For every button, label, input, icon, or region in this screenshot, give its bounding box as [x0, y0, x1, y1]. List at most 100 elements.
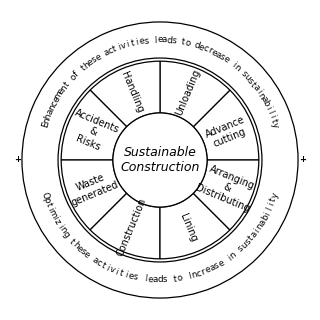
Text: z: z: [52, 218, 62, 226]
Text: a: a: [102, 47, 111, 58]
Text: s: s: [171, 36, 177, 45]
Text: m: m: [47, 208, 59, 219]
Text: t: t: [112, 44, 118, 54]
Text: f: f: [72, 70, 81, 78]
Text: h: h: [43, 112, 53, 120]
Text: s: s: [236, 244, 245, 253]
Text: a: a: [152, 275, 158, 284]
Text: i: i: [253, 227, 262, 234]
Text: d: d: [157, 276, 163, 284]
Text: e: e: [157, 36, 163, 44]
Text: s: s: [245, 76, 255, 85]
Circle shape: [113, 113, 207, 207]
Text: s: s: [143, 36, 149, 45]
Text: t: t: [44, 201, 53, 208]
Text: t: t: [68, 237, 76, 246]
Text: i: i: [267, 113, 276, 119]
Text: c: c: [107, 45, 115, 56]
Text: e: e: [209, 47, 218, 58]
Text: Advance
cutting: Advance cutting: [204, 114, 251, 150]
Text: o: o: [184, 38, 191, 48]
Text: n: n: [256, 91, 267, 100]
Text: i: i: [267, 202, 276, 207]
Wedge shape: [61, 90, 127, 160]
Text: n: n: [42, 116, 52, 124]
Wedge shape: [160, 193, 230, 259]
Text: e: e: [197, 42, 205, 52]
Text: i: i: [135, 37, 139, 47]
Text: a: a: [251, 83, 261, 93]
Text: e: e: [138, 36, 145, 46]
Text: d: d: [193, 41, 200, 51]
Text: n: n: [255, 221, 265, 231]
Text: i: i: [226, 253, 233, 262]
Text: i: i: [55, 223, 64, 230]
Text: b: b: [260, 213, 270, 222]
Wedge shape: [90, 61, 160, 127]
Text: i: i: [105, 263, 111, 273]
Text: e: e: [51, 95, 62, 104]
Text: l: l: [265, 206, 274, 212]
Text: c: c: [201, 44, 209, 54]
Wedge shape: [193, 160, 259, 230]
Text: u: u: [242, 72, 252, 83]
Text: i: i: [126, 40, 130, 49]
Text: o: o: [176, 274, 183, 283]
Text: e: e: [86, 57, 95, 68]
Text: h: h: [82, 60, 92, 70]
Text: c: c: [94, 258, 103, 268]
Text: y: y: [270, 121, 280, 129]
Text: Construction: Construction: [120, 161, 200, 174]
Text: s: s: [78, 247, 87, 257]
Text: t: t: [100, 261, 107, 270]
Text: I: I: [187, 272, 192, 281]
Text: p: p: [42, 196, 52, 204]
Text: i: i: [124, 270, 128, 280]
Text: t: t: [118, 269, 124, 278]
Wedge shape: [90, 193, 160, 259]
Text: m: m: [53, 90, 65, 101]
Text: i: i: [46, 206, 55, 212]
Text: e: e: [147, 275, 153, 284]
Text: e: e: [204, 265, 212, 275]
Text: n: n: [232, 63, 242, 73]
Text: i: i: [263, 210, 272, 216]
Text: i: i: [114, 267, 119, 276]
Text: Sustainable: Sustainable: [124, 146, 196, 159]
Text: r: r: [200, 267, 207, 277]
Text: y: y: [270, 191, 280, 199]
Wedge shape: [61, 160, 127, 230]
Text: i: i: [254, 88, 263, 95]
Text: i: i: [50, 214, 59, 221]
Text: g: g: [60, 229, 71, 239]
Text: t: t: [62, 80, 71, 88]
Text: e: e: [127, 271, 134, 281]
Text: l: l: [154, 36, 157, 44]
Text: Lining: Lining: [178, 212, 198, 243]
Text: o: o: [68, 72, 78, 82]
Text: t: t: [268, 117, 278, 124]
Text: v: v: [108, 265, 116, 275]
Text: O: O: [40, 190, 51, 200]
Text: a: a: [162, 36, 167, 45]
Text: t: t: [180, 37, 186, 47]
Text: e: e: [94, 52, 103, 62]
Text: Construction: Construction: [116, 197, 148, 258]
Text: e: e: [56, 87, 67, 96]
Text: n: n: [190, 270, 198, 280]
Text: i: i: [116, 43, 122, 52]
Text: t: t: [249, 80, 258, 88]
Text: c: c: [49, 99, 59, 108]
Text: e: e: [74, 244, 84, 254]
Text: e: e: [221, 54, 230, 65]
Text: a: a: [249, 229, 260, 239]
Text: t: t: [247, 234, 256, 242]
Text: a: a: [90, 255, 99, 266]
Text: l: l: [265, 109, 275, 115]
Text: n: n: [59, 83, 69, 93]
Text: E: E: [40, 121, 50, 129]
Text: s: s: [132, 273, 139, 282]
Text: r: r: [206, 46, 213, 55]
Text: s: s: [90, 55, 99, 65]
Text: s: s: [213, 261, 221, 271]
